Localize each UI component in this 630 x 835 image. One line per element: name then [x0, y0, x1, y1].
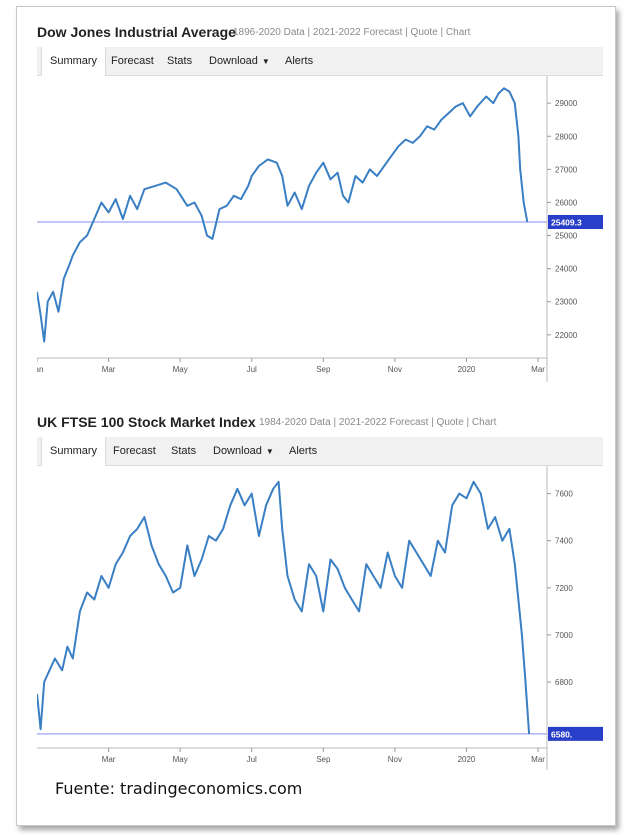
- current-value-badge: [548, 726, 603, 741]
- chart-subtitle-links[interactable]: 1984-2020 Data | 2021-2022 Forecast | Qu…: [259, 417, 497, 428]
- x-tick-label: Mar: [102, 365, 116, 374]
- tab-download-label: Download: [209, 55, 258, 67]
- tab-stats[interactable]: Stats: [171, 445, 197, 457]
- y-tick-label: 26000: [555, 198, 578, 207]
- x-tick-label: May: [173, 365, 188, 374]
- tab-alerts[interactable]: Alerts: [289, 445, 318, 457]
- y-tick-label: 7200: [555, 584, 573, 593]
- current-value-label: 6580.: [551, 729, 572, 739]
- y-tick-label: 7400: [555, 537, 573, 546]
- chart-title: UK FTSE 100 Stock Market Index: [37, 414, 256, 430]
- y-tick-label: 24000: [555, 265, 578, 274]
- caret-down-icon: ▼: [265, 447, 274, 456]
- tab-forecast[interactable]: Forecast: [113, 445, 156, 457]
- chart-widget-dow: Dow Jones Industrial Average 1896-2020 D…: [31, 19, 603, 384]
- tab-bar: Summary Forecast Stats Download ▼ Alerts: [37, 437, 603, 466]
- y-tick-label: 7000: [555, 631, 573, 640]
- widget-header: UK FTSE 100 Stock Market Index 1984-2020…: [37, 409, 603, 437]
- series-line: [36, 480, 531, 734]
- current-value-label: 25409.3: [551, 218, 582, 228]
- y-tick-label: 25000: [555, 232, 578, 241]
- x-tick-label: Jul: [247, 365, 257, 374]
- y-tick-label: 29000: [555, 99, 578, 108]
- x-tick-label: Mar: [531, 365, 545, 374]
- x-tick-label: Mar: [102, 755, 116, 764]
- widget-header: Dow Jones Industrial Average 1896-2020 D…: [37, 19, 603, 47]
- tab-forecast[interactable]: Forecast: [111, 55, 154, 67]
- tab-download[interactable]: Download ▼: [209, 47, 270, 75]
- current-value-badge: [548, 215, 603, 230]
- x-tick-label: Nov: [388, 755, 402, 764]
- tab-summary[interactable]: Summary: [41, 437, 107, 466]
- y-tick-label: 23000: [555, 298, 578, 307]
- source-note: Fuente: tradingeconomics.com: [55, 779, 303, 798]
- tab-download-label: Download: [213, 445, 262, 457]
- x-tick-label: Jan: [37, 365, 43, 374]
- x-tick-label: Sep: [316, 365, 331, 374]
- tab-stats[interactable]: Stats: [167, 55, 193, 67]
- line-chart: 6800 7000 7200 7400 7600 Mar May Jul Sep Nov 2020 M…: [36, 466, 603, 772]
- tab-alerts[interactable]: Alerts: [285, 55, 314, 67]
- chart-widget-ftse: UK FTSE 100 Stock Market Index 1984-2020…: [36, 409, 603, 772]
- tab-summary[interactable]: Summary: [41, 47, 107, 76]
- caret-down-icon: ▼: [261, 57, 270, 66]
- line-chart: 22000 23000 24000 25000 26000 27000 28000 29000…: [31, 76, 603, 382]
- x-tick-label: Nov: [388, 365, 402, 374]
- x-tick-label: May: [173, 755, 188, 764]
- y-tick-label: 6800: [555, 678, 573, 687]
- y-tick-label: 22000: [555, 331, 578, 340]
- y-tick-label: 28000: [555, 132, 578, 141]
- tab-bar: Summary Forecast Stats Download ▼ Alerts: [37, 47, 603, 76]
- x-tick-label: 2020: [458, 365, 476, 374]
- y-tick-label: 7600: [555, 490, 573, 499]
- figure-frame: Dow Jones Industrial Average 1896-2020 D…: [16, 6, 616, 826]
- series-line: [36, 87, 529, 343]
- y-tick-label: 27000: [555, 165, 578, 174]
- x-tick-label: Sep: [316, 755, 331, 764]
- chart-title: Dow Jones Industrial Average: [37, 24, 236, 40]
- x-tick-label: 2020: [458, 755, 476, 764]
- tab-download[interactable]: Download ▼: [213, 437, 274, 465]
- x-tick-label: Jul: [247, 755, 257, 764]
- x-tick-label: Mar: [531, 755, 545, 764]
- chart-subtitle-links[interactable]: 1896-2020 Data | 2021-2022 Forecast | Qu…: [233, 27, 471, 38]
